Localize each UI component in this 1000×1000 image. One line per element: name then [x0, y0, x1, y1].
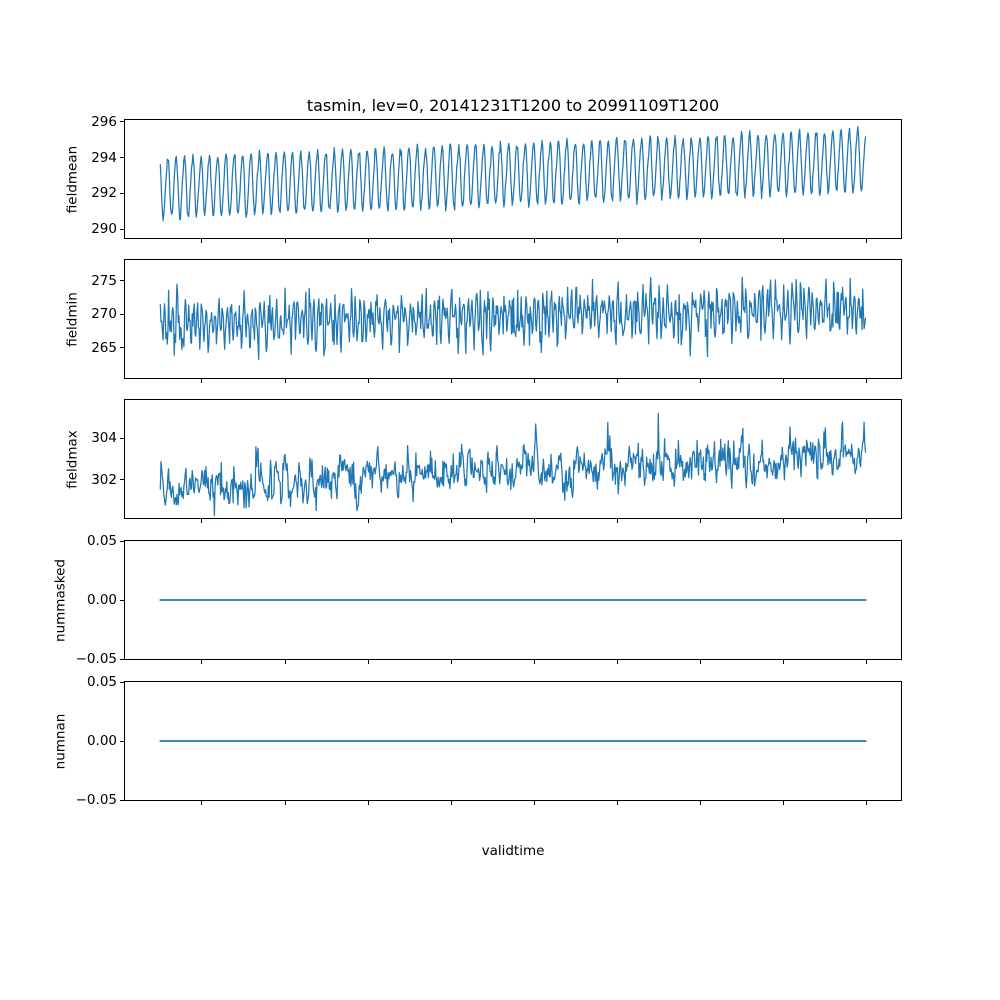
x-tick: [866, 660, 868, 664]
x-tick: [450, 239, 452, 243]
y-tick-label: 292: [91, 185, 117, 202]
axes-fieldmean: [124, 119, 902, 239]
x-tick: [616, 801, 618, 805]
x-tick: [866, 239, 868, 243]
x-tick: [284, 801, 286, 805]
axes-numnan: [124, 681, 902, 801]
x-tick: [367, 801, 369, 805]
axes-fieldmin: [124, 259, 902, 379]
y-tick: [120, 280, 124, 282]
y-tick: [120, 121, 124, 123]
x-tick: [450, 660, 452, 664]
axes-fieldmax: [124, 399, 902, 519]
y-tick-label: 304: [91, 430, 117, 447]
x-axis-label: validtime: [481, 843, 545, 859]
x-tick: [533, 239, 535, 243]
y-tick-label: 0.00: [86, 733, 117, 749]
y-tick: [120, 437, 124, 439]
y-tick-label: 0.05: [86, 533, 117, 549]
x-tick: [700, 801, 702, 805]
x-tick: [616, 239, 618, 243]
x-tick: [284, 660, 286, 664]
y-tick-label: −0.05: [75, 651, 117, 667]
line-series-fieldmax: [159, 412, 867, 517]
x-tick: [616, 519, 618, 523]
y-tick: [120, 347, 124, 349]
x-tick: [533, 519, 535, 523]
x-tick: [616, 660, 618, 664]
y-tick: [120, 799, 124, 801]
x-tick: [201, 801, 203, 805]
x-tick: [533, 801, 535, 805]
y-tick: [120, 540, 124, 542]
x-tick: [700, 519, 702, 523]
y-tick: [120, 599, 124, 601]
y-tick-label: 290: [91, 221, 117, 238]
y-tick-label: −0.05: [75, 792, 117, 808]
line-series-fieldmean: [159, 126, 867, 222]
x-tick: [533, 660, 535, 664]
x-tick: [450, 379, 452, 383]
line-series-fieldmin: [159, 276, 867, 361]
x-tick: [284, 519, 286, 523]
line-series-numnan: [159, 740, 867, 742]
x-tick: [201, 379, 203, 383]
x-tick: [700, 379, 702, 383]
y-tick: [120, 681, 124, 683]
x-tick: [783, 801, 785, 805]
y-axis-label-fieldmax: fieldmax: [64, 430, 81, 489]
x-tick: [783, 239, 785, 243]
x-tick: [783, 519, 785, 523]
x-tick: [616, 379, 618, 383]
x-tick: [367, 660, 369, 664]
x-tick: [783, 660, 785, 664]
x-tick: [201, 239, 203, 243]
x-tick: [201, 660, 203, 664]
x-tick: [533, 379, 535, 383]
series-line-fieldmax: [159, 412, 867, 517]
x-tick: [367, 239, 369, 243]
series-line-fieldmean: [159, 126, 867, 222]
x-tick: [700, 239, 702, 243]
y-tick-label: 265: [91, 339, 117, 356]
x-tick: [450, 801, 452, 805]
x-tick: [201, 519, 203, 523]
y-tick-label: 0.05: [86, 674, 117, 690]
series-line-fieldmin: [159, 276, 867, 361]
x-tick: [866, 801, 868, 805]
x-tick: [866, 519, 868, 523]
y-tick-label: 275: [91, 272, 117, 289]
x-tick: [700, 660, 702, 664]
x-tick: [367, 379, 369, 383]
x-tick: [367, 519, 369, 523]
y-tick: [120, 157, 124, 159]
y-tick-label: 296: [91, 113, 117, 130]
y-tick: [120, 192, 124, 194]
y-tick: [120, 658, 124, 660]
x-tick: [783, 379, 785, 383]
y-tick-label: 294: [91, 149, 117, 166]
y-tick: [120, 479, 124, 481]
chart-title: tasmin, lev=0, 20141231T1200 to 20991109…: [306, 96, 720, 115]
x-tick: [450, 519, 452, 523]
line-series-nummasked: [159, 599, 867, 601]
axes-nummasked: [124, 540, 902, 660]
y-tick: [120, 313, 124, 315]
y-tick: [120, 740, 124, 742]
x-tick: [284, 379, 286, 383]
x-tick: [866, 379, 868, 383]
y-tick: [120, 228, 124, 230]
x-tick: [284, 239, 286, 243]
y-tick-label: 270: [91, 306, 117, 323]
y-tick-label: 302: [91, 471, 117, 488]
y-tick-label: 0.00: [86, 592, 117, 608]
